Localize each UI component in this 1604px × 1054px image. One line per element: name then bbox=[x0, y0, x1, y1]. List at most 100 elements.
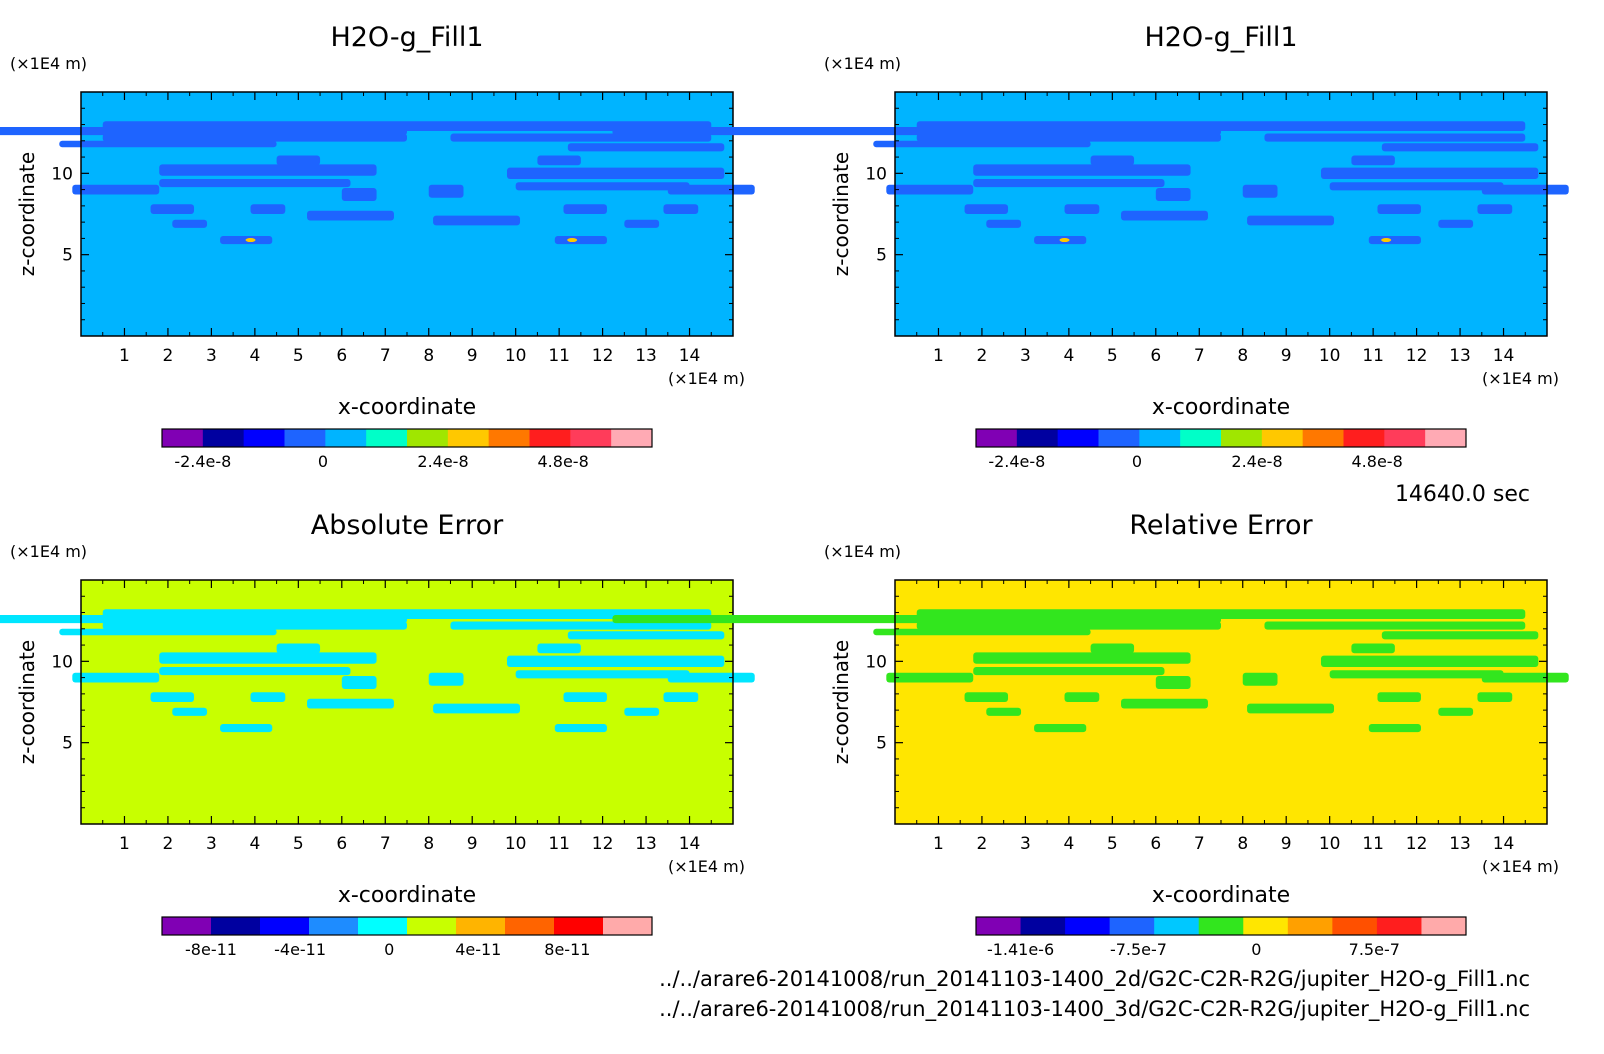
contour-patch bbox=[567, 143, 725, 152]
contour-patch bbox=[567, 631, 725, 640]
contour-patch bbox=[433, 215, 521, 226]
colorbar-swatch bbox=[1421, 917, 1467, 935]
colorbar-swatch bbox=[488, 429, 530, 447]
colorbar-swatch bbox=[1332, 917, 1378, 935]
contour-patch bbox=[663, 204, 699, 214]
x-tick-label: 8 bbox=[1237, 834, 1248, 854]
colorbar-swatch bbox=[284, 429, 326, 447]
colorbar-swatch bbox=[529, 429, 571, 447]
x-tick-label: 2 bbox=[977, 346, 988, 366]
colorbar-swatch bbox=[570, 429, 612, 447]
contour-patch bbox=[1381, 631, 1539, 640]
contour-patch bbox=[973, 667, 1165, 676]
x-tick-label: 13 bbox=[1449, 346, 1471, 366]
contour-patch bbox=[563, 692, 607, 702]
x-tick-label: 9 bbox=[467, 834, 478, 854]
x-tick-label: 1 bbox=[933, 834, 944, 854]
contour-patch bbox=[886, 672, 974, 683]
x-tick-label: 11 bbox=[1362, 346, 1384, 366]
x-tick-label: 7 bbox=[1194, 834, 1205, 854]
x-tick-label: 10 bbox=[1319, 834, 1341, 854]
contour-patch bbox=[59, 628, 277, 636]
contour-features bbox=[612, 121, 1569, 245]
colorbar-swatch bbox=[1425, 429, 1467, 447]
y-tick-label: 5 bbox=[62, 734, 73, 754]
contour-patch bbox=[964, 692, 1009, 702]
contour-patch bbox=[515, 670, 690, 679]
colorbar-swatch bbox=[1198, 917, 1244, 935]
contour-peak bbox=[1381, 238, 1392, 243]
colorbar-swatch bbox=[976, 429, 1018, 447]
contour-patch bbox=[276, 643, 321, 654]
y-unit-label: (×1E4 m) bbox=[824, 542, 901, 561]
colorbar-label: -8e-11 bbox=[185, 940, 237, 959]
colorbar-swatch bbox=[1109, 917, 1155, 935]
chart-panel-1: H2O-g_Fill1(×1E4 m)1 2 3 4 5 6 7 8 9 10 11 12 13 1451… bbox=[0, 22, 755, 471]
y-unit-label: (×1E4 m) bbox=[824, 54, 901, 73]
contour-patch bbox=[554, 235, 607, 245]
x-tick-label: 2 bbox=[163, 346, 174, 366]
colorbar-label: -4e-11 bbox=[274, 940, 326, 959]
x-tick-label: 11 bbox=[548, 346, 570, 366]
contour-patch bbox=[1121, 698, 1208, 709]
contour-patch bbox=[506, 167, 725, 180]
colorbar-label: -2.4e-8 bbox=[174, 452, 231, 471]
colorbar-swatch bbox=[1098, 429, 1140, 447]
x-tick-label: 7 bbox=[380, 834, 391, 854]
contour-patch bbox=[973, 164, 1191, 176]
colorbar-label: 4.8e-8 bbox=[1352, 452, 1403, 471]
x-unit-label: (×1E4 m) bbox=[668, 857, 745, 876]
colorbar-swatch bbox=[358, 917, 408, 935]
contour-patch bbox=[506, 655, 725, 668]
time-label: 14640.0 sec bbox=[1395, 482, 1530, 507]
colorbar-swatch bbox=[1287, 917, 1333, 935]
contour-patch bbox=[624, 707, 660, 716]
x-tick-label: 10 bbox=[505, 834, 527, 854]
x-tick-label: 9 bbox=[467, 346, 478, 366]
contour-patch bbox=[450, 621, 712, 630]
contour-patch bbox=[1090, 643, 1135, 654]
contour-patch bbox=[102, 133, 407, 142]
colorbar-label: -7.5e-7 bbox=[1110, 940, 1167, 959]
contour-patch bbox=[1121, 210, 1208, 221]
x-tick-label: 1 bbox=[119, 834, 130, 854]
x-tick-label: 14 bbox=[679, 346, 701, 366]
contour-patch bbox=[1064, 204, 1100, 214]
contour-patch bbox=[428, 672, 464, 686]
contour-patch bbox=[916, 121, 1526, 132]
y-tick-label: 5 bbox=[876, 246, 887, 266]
contour-patch bbox=[1377, 204, 1421, 214]
x-tick-label: 4 bbox=[249, 834, 260, 854]
colorbar-label: 8e-11 bbox=[544, 940, 590, 959]
colorbar-swatch bbox=[1384, 429, 1426, 447]
contour-patch bbox=[1155, 187, 1191, 201]
x-tick-label: 13 bbox=[1449, 834, 1471, 854]
contour-patch bbox=[1264, 621, 1526, 630]
x-tick-label: 11 bbox=[548, 834, 570, 854]
colorbar-label: 2.4e-8 bbox=[417, 452, 468, 471]
contour-patch bbox=[1477, 204, 1513, 214]
y-unit-label: (×1E4 m) bbox=[10, 542, 87, 561]
x-tick-label: 8 bbox=[1237, 346, 1248, 366]
contour-patch bbox=[1155, 675, 1191, 689]
x-tick-label: 13 bbox=[635, 346, 657, 366]
colorbar-swatch bbox=[407, 917, 457, 935]
x-tick-label: 14 bbox=[679, 834, 701, 854]
colorbar-swatch bbox=[1243, 917, 1289, 935]
colorbar-label: -1.41e-6 bbox=[987, 940, 1054, 959]
contour-patch bbox=[450, 133, 712, 142]
contour-patch bbox=[916, 133, 1221, 142]
x-tick-label: 1 bbox=[933, 346, 944, 366]
contour-patch bbox=[307, 210, 394, 221]
x-tick-label: 6 bbox=[336, 346, 347, 366]
x-tick-label: 4 bbox=[1063, 834, 1074, 854]
chart-title: H2O-g_Fill1 bbox=[1144, 22, 1297, 53]
contour-patch bbox=[150, 692, 195, 702]
colorbar-swatch bbox=[1376, 917, 1422, 935]
contour-patch bbox=[1247, 703, 1335, 714]
colorbar-swatch bbox=[260, 917, 310, 935]
contour-patch bbox=[159, 179, 351, 188]
contour-patch bbox=[250, 204, 286, 214]
x-tick-label: 14 bbox=[1493, 834, 1515, 854]
